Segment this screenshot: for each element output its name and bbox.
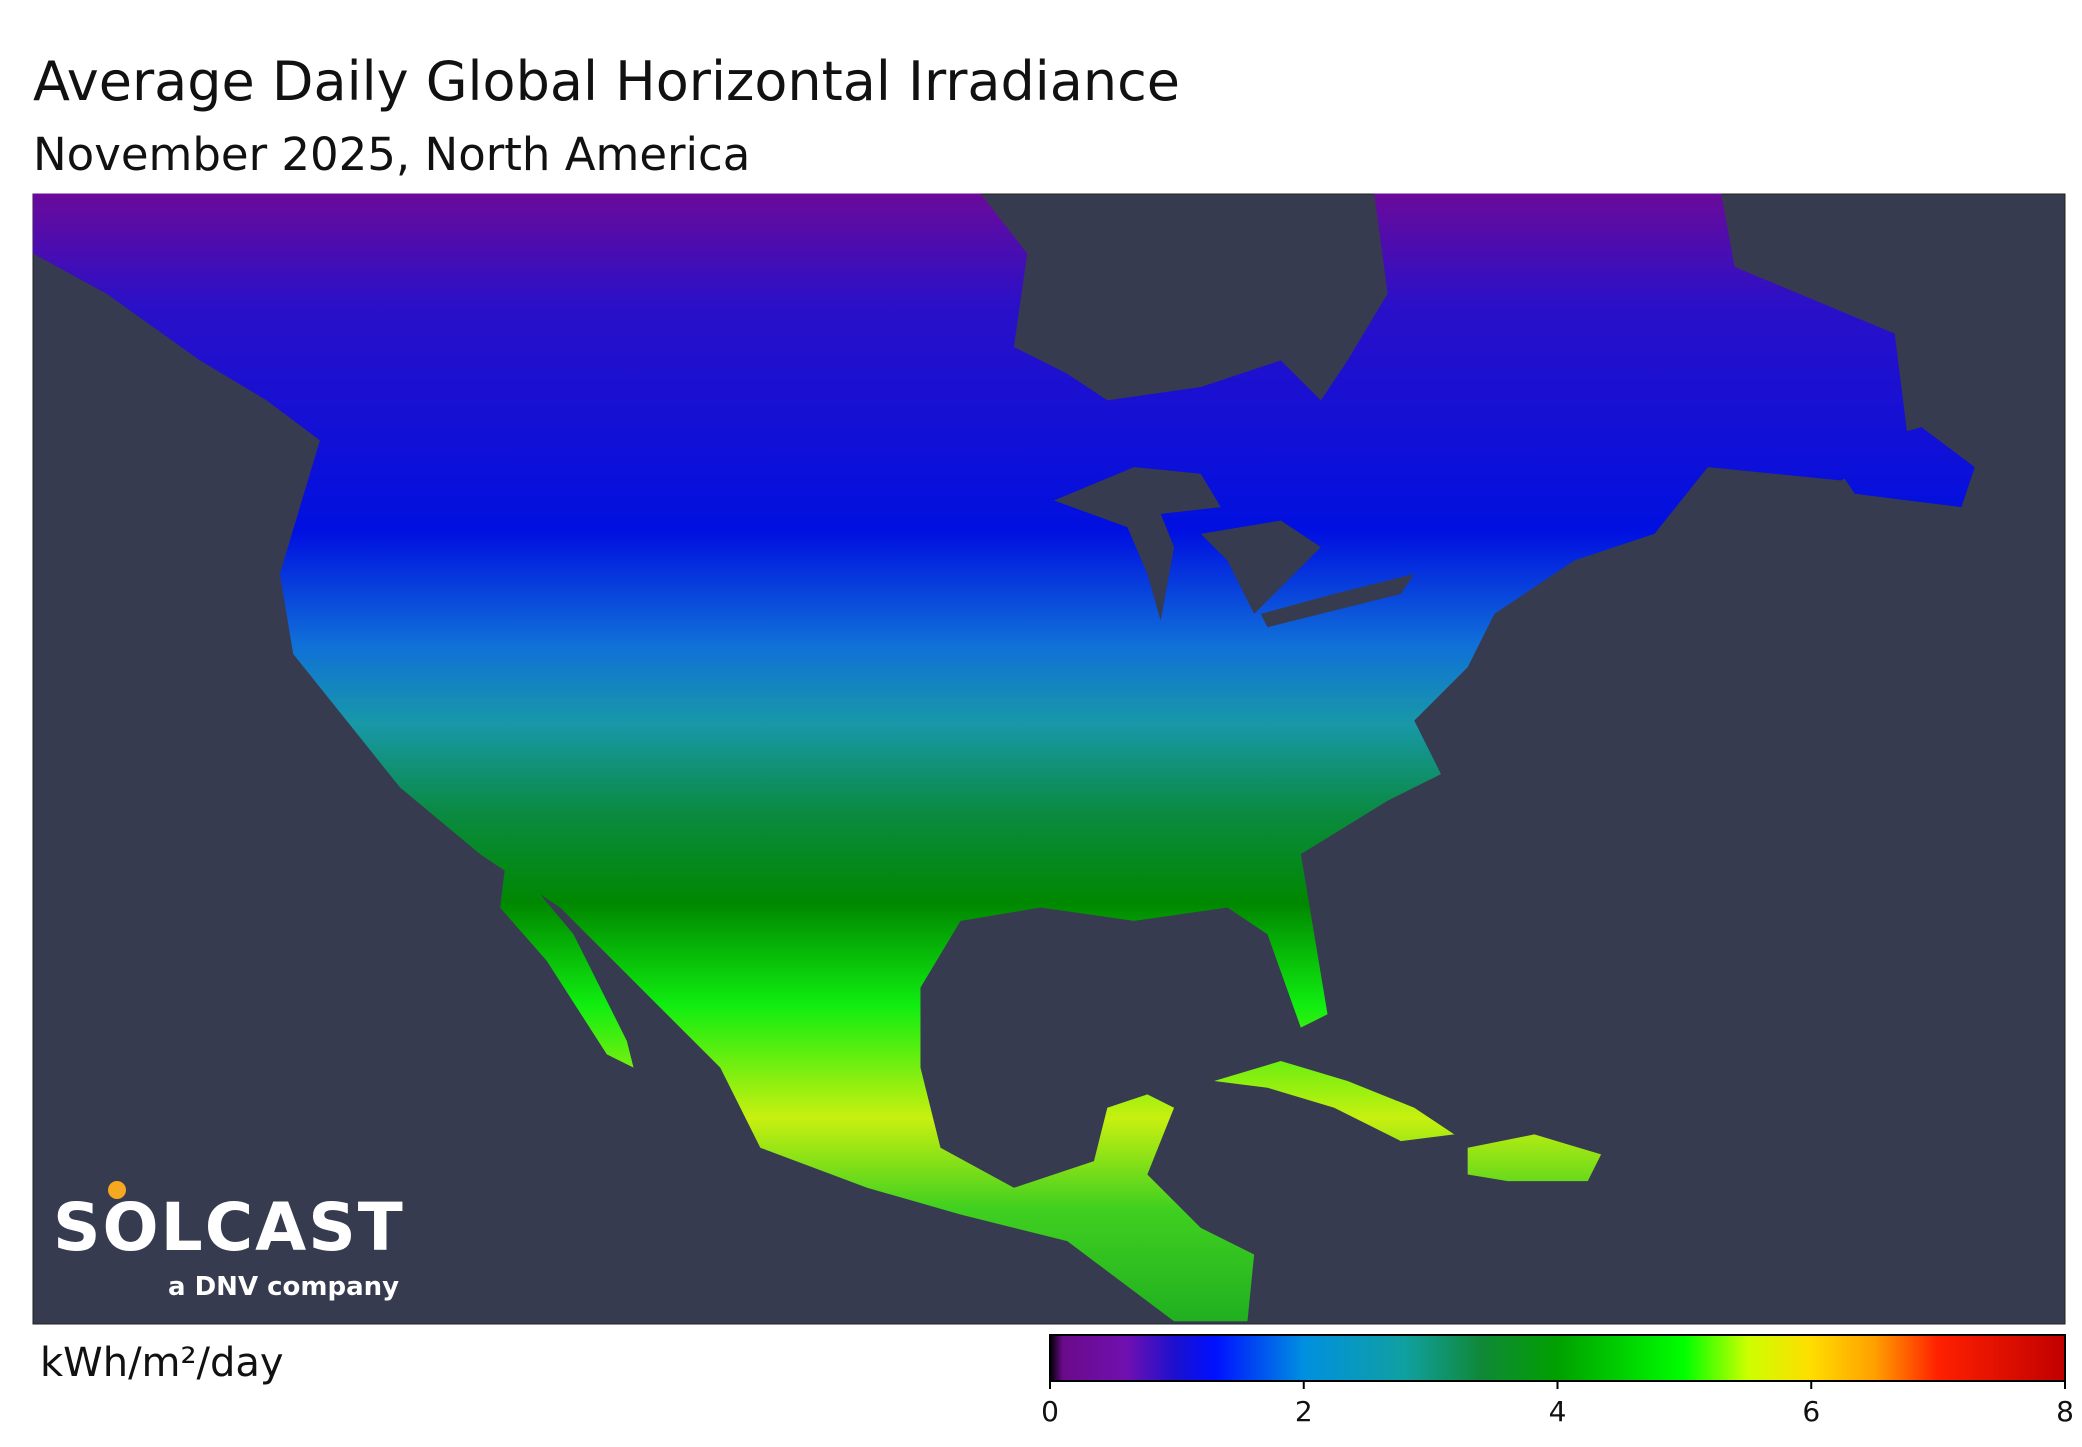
colorbar — [1049, 1334, 2066, 1382]
hispaniola — [1467, 1134, 1602, 1182]
title: Average Daily Global Horizontal Irradian… — [33, 50, 1180, 113]
land — [32, 193, 1975, 1322]
colorbar-label: kWh/m²/day — [40, 1340, 284, 1386]
solcast-logo: SOLCAST a DNV company — [53, 1181, 405, 1302]
baja-california — [500, 854, 634, 1068]
newfoundland — [1828, 427, 1975, 508]
logo-tagline: a DNV company — [168, 1272, 399, 1302]
colorbar-tick-label: 4 — [1549, 1395, 1567, 1428]
colorbar-tick-label: 2 — [1295, 1395, 1313, 1428]
cuba — [1214, 1061, 1455, 1142]
great-lakes — [1053, 467, 1415, 628]
colorbar-tick-label: 8 — [2056, 1395, 2074, 1428]
subtitle: November 2025, North America — [33, 128, 750, 181]
north-america-mainland — [32, 193, 1909, 1322]
logo-sun — [108, 1181, 126, 1199]
logo-wordmark: SOLCAST — [53, 1189, 405, 1266]
colorbar-tick-label: 6 — [1802, 1395, 1820, 1428]
colorbar-tick-label: 0 — [1041, 1395, 1059, 1428]
